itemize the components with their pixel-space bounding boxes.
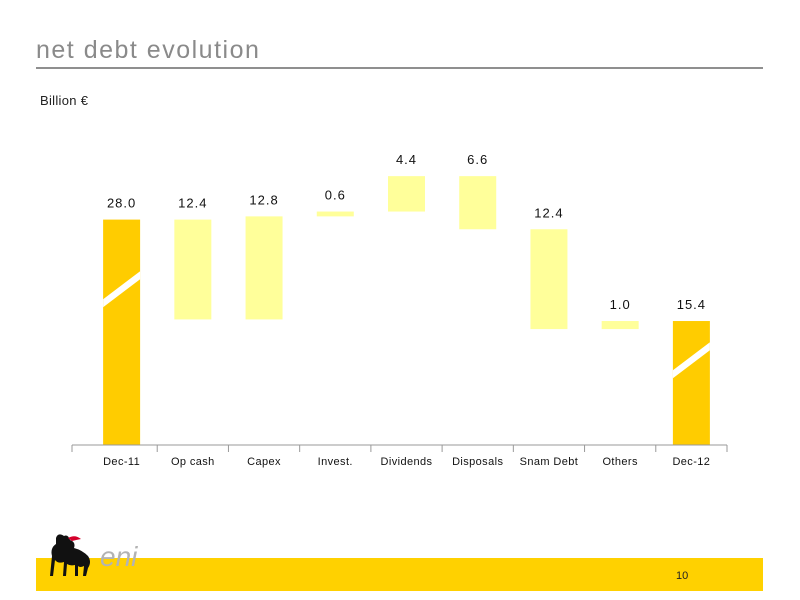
data-label: 0.6 — [325, 188, 346, 203]
data-label: 28.0 — [107, 196, 136, 211]
bar-dividends — [388, 176, 425, 212]
data-label: 4.4 — [396, 152, 417, 167]
category-label: Op cash — [171, 456, 215, 468]
category-label: Dec-12 — [672, 456, 710, 468]
category-label: Capex — [247, 456, 281, 468]
page-title: net debt evolution — [36, 36, 261, 64]
bar-others — [601, 321, 639, 330]
category-label: Disposals — [452, 456, 503, 468]
category-label: Dividends — [381, 456, 433, 468]
logo-wordmark: eni — [100, 541, 138, 572]
data-label: 6.6 — [467, 152, 488, 167]
bar-invest- — [316, 211, 354, 217]
bar-disposals — [459, 176, 497, 230]
category-label: Others — [602, 456, 638, 468]
title-divider — [36, 67, 763, 69]
footer-band — [36, 558, 763, 591]
page-number: 10 — [676, 570, 689, 582]
axis-break-mark — [103, 271, 141, 308]
bar-op-cash — [174, 219, 212, 320]
data-label: 1.0 — [610, 297, 631, 312]
category-label: Snam Debt — [520, 456, 579, 468]
data-label: 12.4 — [534, 205, 563, 220]
data-label: 12.8 — [249, 192, 278, 207]
data-label: 12.4 — [178, 196, 207, 211]
category-label: Invest. — [318, 456, 353, 468]
unit-label: Billion € — [40, 93, 89, 108]
dog-icon — [50, 534, 90, 576]
data-label: 15.4 — [677, 297, 706, 312]
bar-dec-11 — [103, 219, 141, 445]
axis-break-mark — [672, 342, 710, 379]
bar-capex — [245, 216, 283, 320]
bar-dec-12 — [672, 321, 710, 445]
bar-snam-debt — [530, 229, 568, 330]
eni-logo: eni — [50, 534, 138, 576]
category-label: Dec-11 — [103, 456, 140, 468]
